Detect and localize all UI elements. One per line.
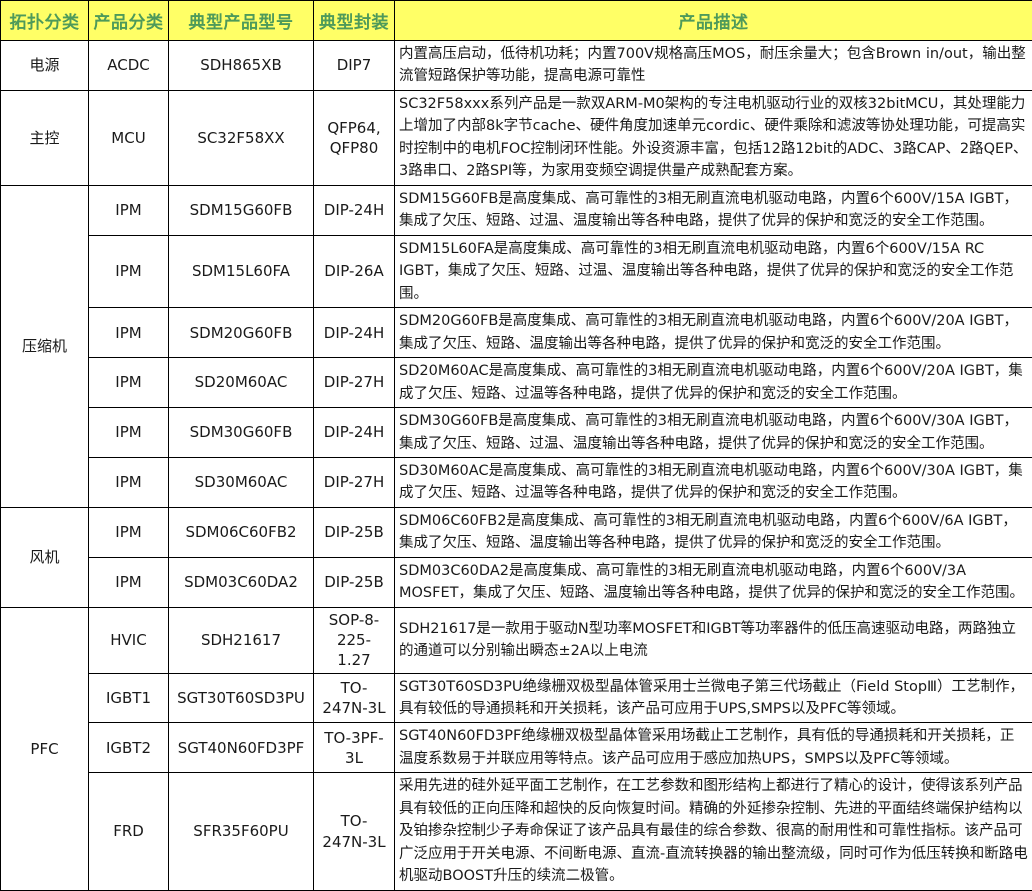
cell-model: SFR35F60PU <box>169 773 314 890</box>
cell-product-type: ACDC <box>89 41 169 91</box>
cell-model: SD30M60AC <box>169 457 314 507</box>
column-header-description: 产品描述 <box>395 1 1032 41</box>
cell-package: DIP-24H <box>314 308 395 358</box>
cell-package: DIP-26A <box>314 235 395 307</box>
cell-model: SDM20G60FB <box>169 308 314 358</box>
cell-product-type: IPM <box>89 507 169 557</box>
cell-product-type: IPM <box>89 557 169 607</box>
cell-model: SGT30T60SD3PU <box>169 673 314 723</box>
cell-model: SDM15G60FB <box>169 185 314 235</box>
cell-description: SDM03C60DA2是高度集成、高可靠性的3相无刷直流电机驱动电路，内置6个6… <box>395 557 1032 607</box>
cell-description: SDH21617是一款用于驱动N型功率MOSFET和IGBT等功率器件的低压高速… <box>395 607 1032 673</box>
table-header-row: 拓扑分类 产品分类 典型产品型号 典型封装 产品描述 <box>1 1 1032 41</box>
cell-description: SC32F58xxx系列产品是一款双ARM-M0架构的专注电机驱动行业的双核32… <box>395 90 1032 185</box>
cell-model: SDH21617 <box>169 607 314 673</box>
cell-description: SDM15G60FB是高度集成、高可靠性的3相无刷直流电机驱动电路，内置6个60… <box>395 185 1032 235</box>
cell-product-type: FRD <box>89 773 169 890</box>
cell-description: SD20M60AC是高度集成、高可靠性的3相无刷直流电机驱动电路，内置6个600… <box>395 358 1032 408</box>
cell-topology: 风机 <box>1 507 89 607</box>
cell-product-type: IPM <box>89 408 169 458</box>
cell-package: DIP-24H <box>314 408 395 458</box>
cell-package: DIP-27H <box>314 457 395 507</box>
cell-description: 采用先进的硅外延平面工艺制作，在工艺参数和图形结构上都进行了精心的设计，使得该系… <box>395 773 1032 890</box>
cell-topology: 压缩机 <box>1 185 89 507</box>
cell-description: SDM06C60FB2是高度集成、高可靠性的3相无刷直流电机驱动电路，内置6个6… <box>395 507 1032 557</box>
cell-product-type: IPM <box>89 457 169 507</box>
cell-description: SDM15L60FA是高度集成、高可靠性的3相无刷直流电机驱动电路，内置6个60… <box>395 235 1032 307</box>
cell-topology: PFC <box>1 607 89 890</box>
column-header-topology: 拓扑分类 <box>1 1 89 41</box>
cell-topology: 主控 <box>1 90 89 185</box>
cell-package: TO-247N-3L <box>314 673 395 723</box>
cell-package: DIP-24H <box>314 185 395 235</box>
cell-description: SD30M60AC是高度集成、高可靠性的3相无刷直流电机驱动电路，内置6个600… <box>395 457 1032 507</box>
column-header-product-type: 产品分类 <box>89 1 169 41</box>
cell-product-type: IPM <box>89 308 169 358</box>
cell-model: SDM03C60DA2 <box>169 557 314 607</box>
cell-package: DIP-27H <box>314 358 395 408</box>
cell-description: SGT30T60SD3PU绝缘栅双极型晶体管采用士兰微电子第三代场截止（Fiel… <box>395 673 1032 723</box>
cell-package: QFP64,QFP80 <box>314 90 395 185</box>
cell-model: SGT40N60FD3PF <box>169 723 314 773</box>
cell-package: SOP-8-225-1.27 <box>314 607 395 673</box>
cell-product-type: HVIC <box>89 607 169 673</box>
cell-product-type: IPM <box>89 358 169 408</box>
cell-product-type: IPM <box>89 185 169 235</box>
cell-product-type: IGBT2 <box>89 723 169 773</box>
cell-package: TO-247N-3L <box>314 773 395 890</box>
cell-package: TO-3PF-3L <box>314 723 395 773</box>
cell-model: SDM06C60FB2 <box>169 507 314 557</box>
cell-package: DIP-25B <box>314 557 395 607</box>
cell-package: DIP7 <box>314 41 395 91</box>
cell-model: SC32F58XX <box>169 90 314 185</box>
column-header-package: 典型封装 <box>314 1 395 41</box>
cell-description: SGT40N60FD3PF绝缘栅双极型晶体管采用场截止工艺制作，具有低的导通损耗… <box>395 723 1032 773</box>
cell-model: SD20M60AC <box>169 358 314 408</box>
cell-model: SDM15L60FA <box>169 235 314 307</box>
cell-package: DIP-25B <box>314 507 395 557</box>
cell-description: SDM20G60FB是高度集成、高可靠性的3相无刷直流电机驱动电路，内置6个60… <box>395 308 1032 358</box>
column-header-model: 典型产品型号 <box>169 1 314 41</box>
cell-topology: 电源 <box>1 41 89 91</box>
cell-model: SDH865XB <box>169 41 314 91</box>
cell-product-type: MCU <box>89 90 169 185</box>
cell-description: SDM30G60FB是高度集成、高可靠性的3相无刷直流电机驱动电路，内置6个60… <box>395 408 1032 458</box>
cell-model: SDM30G60FB <box>169 408 314 458</box>
cell-product-type: IPM <box>89 235 169 307</box>
cell-product-type: IGBT1 <box>89 673 169 723</box>
cell-description: 内置高压启动，低待机功耗；内置700V规格高压MOS，耐压余量大；包含Brown… <box>395 41 1032 91</box>
